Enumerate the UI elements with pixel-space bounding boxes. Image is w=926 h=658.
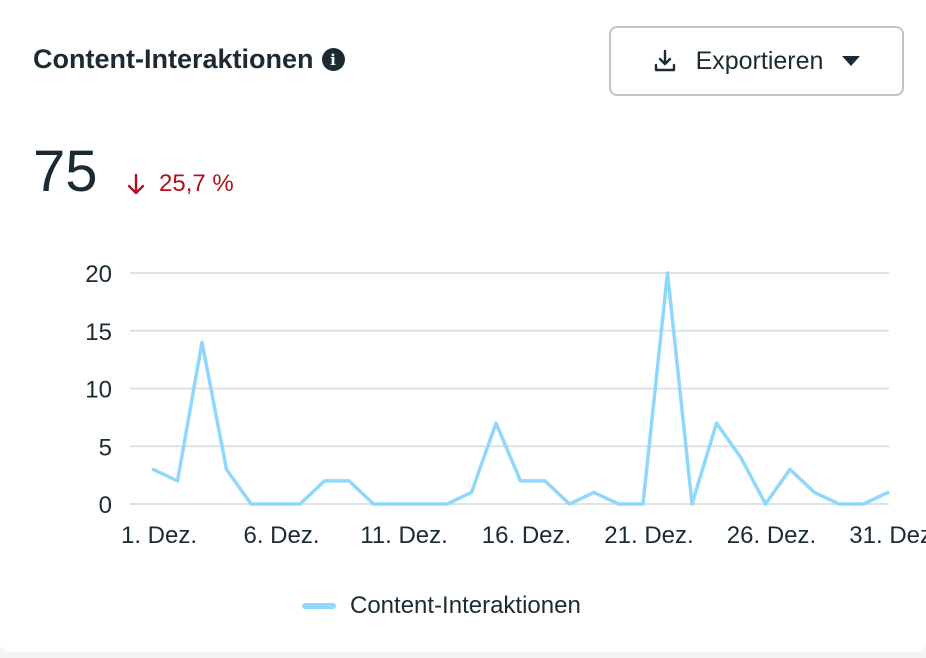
y-tick-label: 15 bbox=[85, 319, 112, 346]
data-point bbox=[543, 479, 547, 483]
data-point bbox=[176, 479, 179, 483]
x-tick-label: 11. Dez. bbox=[360, 522, 448, 549]
data-point bbox=[788, 467, 792, 471]
data-point bbox=[225, 467, 228, 471]
data-point bbox=[200, 340, 204, 344]
caret-down-icon bbox=[842, 56, 861, 66]
x-tick-label: 21. Dez. bbox=[604, 522, 693, 549]
export-button[interactable]: Exportieren bbox=[609, 26, 904, 96]
data-point bbox=[617, 502, 620, 506]
data-point bbox=[372, 502, 375, 506]
legend-label: Content-Interaktionen bbox=[350, 592, 581, 619]
data-point bbox=[739, 456, 743, 460]
data-point bbox=[151, 467, 155, 471]
x-tick-label: 31. Dez. bbox=[849, 522, 926, 549]
data-point bbox=[813, 490, 816, 494]
x-tick-label: 1. Dez. bbox=[121, 522, 197, 549]
data-point bbox=[249, 502, 253, 506]
y-tick-label: 5 bbox=[99, 434, 112, 461]
legend[interactable]: Content-Interaktionen bbox=[302, 592, 581, 620]
data-point bbox=[445, 502, 449, 506]
data-point bbox=[421, 502, 424, 506]
data-point bbox=[886, 490, 890, 494]
data-point bbox=[519, 479, 522, 483]
data-point bbox=[347, 479, 351, 483]
y-tick-label: 0 bbox=[99, 492, 112, 519]
total-value: 75 bbox=[33, 139, 98, 204]
x-tick-label: 26. Dez. bbox=[727, 522, 816, 549]
data-point bbox=[592, 490, 596, 494]
data-point bbox=[764, 502, 767, 506]
y-tick-label: 10 bbox=[85, 377, 112, 404]
data-point bbox=[862, 502, 865, 506]
data-point bbox=[837, 502, 841, 506]
x-tick-label: 16. Dez. bbox=[482, 522, 571, 549]
data-point bbox=[641, 502, 645, 506]
x-tick-label: 6. Dez. bbox=[243, 522, 319, 549]
change-indicator: 25,7 % bbox=[127, 170, 234, 198]
y-tick-label: 20 bbox=[85, 261, 112, 288]
info-icon[interactable]: i bbox=[321, 48, 345, 71]
line-chart: 0 5 10 15 20 1. Dez. 6. Dez. 11. Dez. 16. Dez. 21… bbox=[85, 261, 926, 549]
data-point bbox=[298, 502, 302, 506]
data-point bbox=[470, 490, 473, 494]
title-text: Content-Interaktionen bbox=[33, 44, 314, 74]
card-title: Content-Interaktionen i bbox=[33, 44, 345, 75]
data-point bbox=[396, 502, 400, 506]
data-point bbox=[715, 421, 718, 425]
data-point bbox=[274, 502, 277, 506]
data-point bbox=[690, 502, 694, 506]
arrow-down-icon bbox=[127, 173, 145, 195]
download-icon bbox=[654, 49, 675, 72]
data-point bbox=[323, 479, 326, 483]
legend-swatch bbox=[302, 603, 336, 609]
export-label: Exportieren bbox=[695, 46, 824, 75]
change-value: 25,7 % bbox=[159, 170, 234, 197]
data-point bbox=[568, 502, 571, 506]
data-point bbox=[666, 271, 669, 275]
data-point bbox=[494, 421, 498, 425]
